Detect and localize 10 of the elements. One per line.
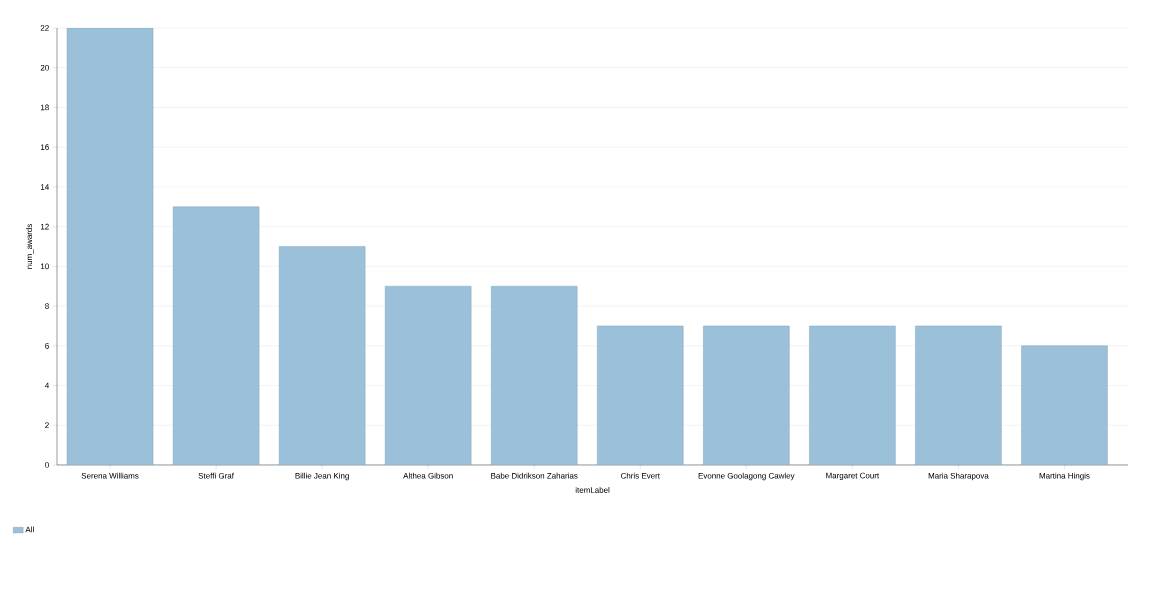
bar [809, 325, 896, 465]
bar [597, 325, 684, 465]
bar [491, 286, 578, 465]
bar [1021, 345, 1108, 465]
bar [66, 27, 154, 465]
bar [278, 246, 366, 465]
bar [915, 325, 1002, 465]
bar [703, 325, 790, 465]
bar [172, 206, 260, 465]
bar [384, 286, 472, 465]
